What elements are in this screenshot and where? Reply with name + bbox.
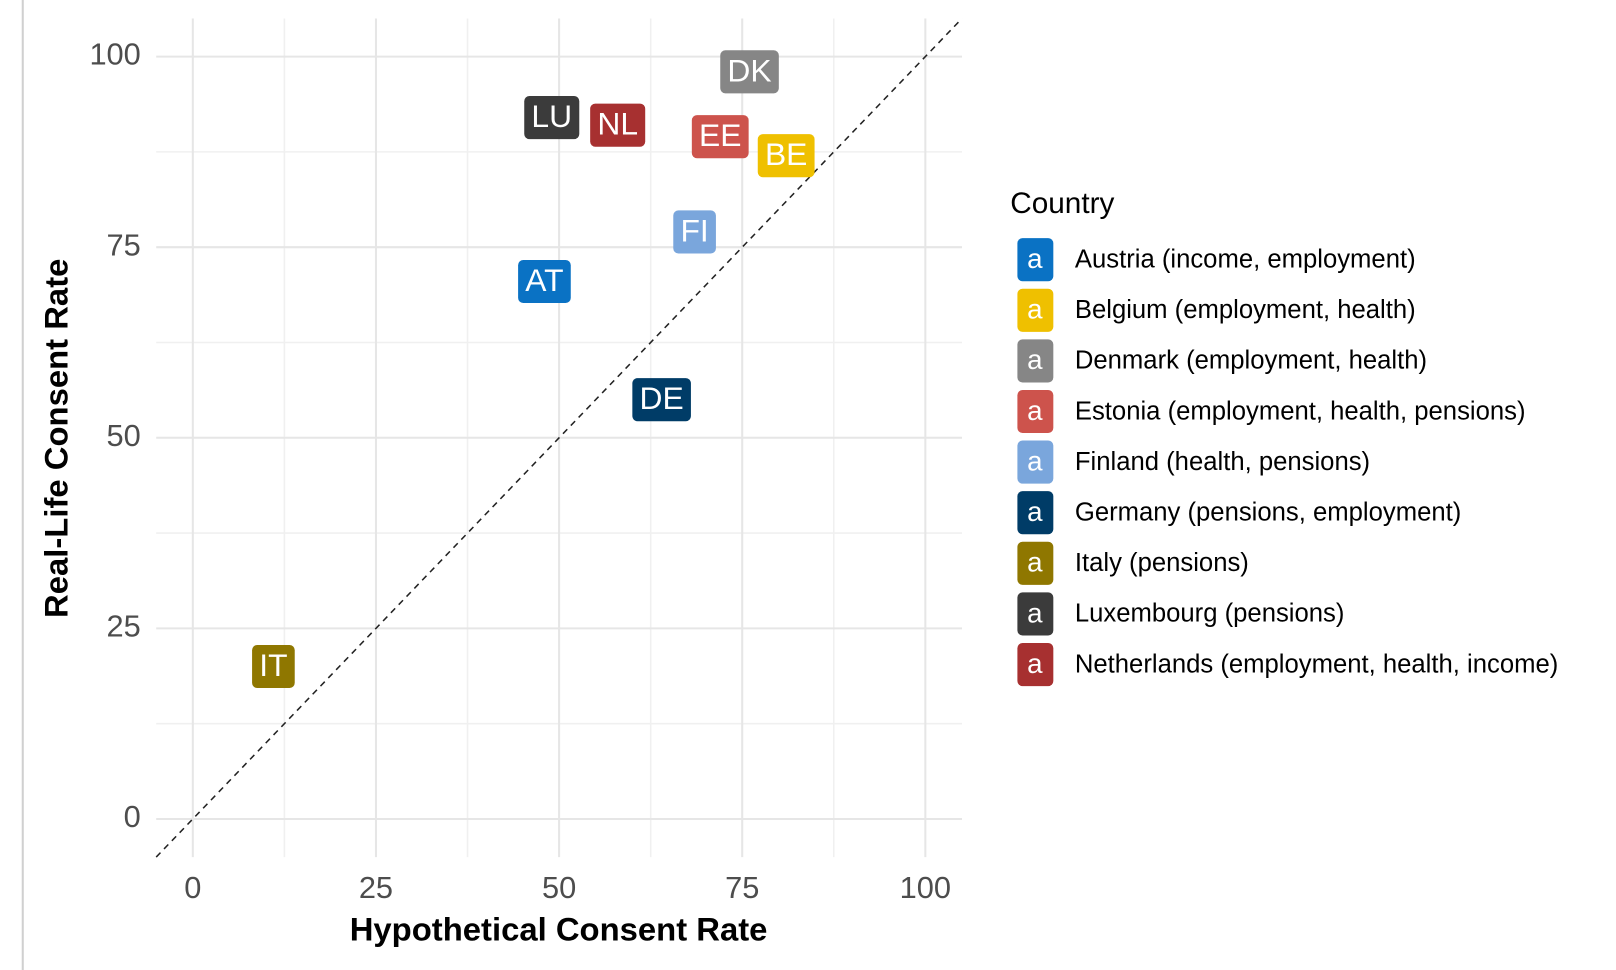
legend-key-text: a: [1027, 648, 1043, 679]
point-label: LU: [524, 96, 580, 140]
legend-key: [1017, 440, 1054, 484]
label-box: [518, 259, 571, 304]
label-box: [252, 644, 295, 689]
point-label-text: FI: [680, 212, 708, 248]
x-tick-label: 0: [184, 870, 201, 905]
legend-key-text: a: [1027, 547, 1043, 578]
legend-label: Luxembourg (pensions): [1075, 600, 1345, 628]
legend-key-text: a: [1027, 496, 1043, 527]
point-label: NL: [590, 103, 646, 147]
reference-line: [155, 17, 963, 858]
x-tick-label: 50: [542, 870, 576, 905]
legend-label: Estonia (employment, health, pensions): [1075, 397, 1526, 425]
label-box: [673, 210, 716, 254]
legend-key-text: a: [1027, 445, 1043, 476]
point-label: DK: [720, 50, 779, 94]
legend-label: Italy (pensions): [1075, 549, 1249, 577]
point-label: IT: [252, 644, 295, 689]
legend-key: [1017, 389, 1054, 434]
legend-label: Germany (pensions, employment): [1075, 499, 1461, 527]
label-box: [691, 115, 749, 159]
legend-key-text: a: [1027, 344, 1043, 375]
legend-label: Belgium (employment, health): [1075, 296, 1416, 324]
y-tick-label: 100: [89, 37, 140, 72]
y-tick-label: 0: [124, 799, 141, 834]
legend-label: Finland (health, pensions): [1075, 448, 1370, 476]
point-label: BE: [757, 134, 815, 178]
legend-key: [1017, 288, 1054, 332]
label-box: [632, 378, 691, 422]
y-tick-label: 25: [107, 609, 141, 644]
point-label-text: BE: [765, 136, 807, 172]
legend-key-text: a: [1027, 395, 1043, 426]
x-tick-label: 25: [359, 870, 393, 905]
x-tick-label: 75: [725, 870, 759, 905]
legend-label: Austria (income, employment): [1075, 246, 1416, 274]
legend-key-text: a: [1027, 597, 1043, 628]
legend-key: [1017, 642, 1054, 687]
point-label: FI: [673, 210, 716, 254]
point-label-text: AT: [525, 262, 563, 298]
legend-key: [1017, 339, 1054, 383]
x-axis-title: Hypothetical Consent Rate: [350, 911, 768, 948]
label-box: [720, 50, 779, 94]
point-label: AT: [518, 259, 571, 304]
point-label-text: LU: [531, 98, 572, 134]
point-label-text: IT: [259, 647, 287, 683]
legend-key: [1017, 541, 1054, 585]
point-label-text: NL: [597, 106, 638, 142]
label-box: [590, 103, 646, 147]
legend-title: Country: [1010, 187, 1114, 220]
y-tick-label: 50: [107, 418, 141, 453]
legend-key-text: a: [1027, 294, 1043, 325]
y-tick-label: 75: [107, 227, 141, 262]
legend-key: [1017, 238, 1054, 282]
y-axis-title: Real-Life Consent Rate: [37, 259, 74, 618]
label-box: [524, 96, 580, 140]
legend-key: [1017, 491, 1054, 535]
legend-label: Denmark (employment, health): [1075, 347, 1427, 375]
point-label-text: EE: [699, 117, 741, 153]
point-label: EE: [691, 115, 749, 159]
label-box: [757, 134, 815, 178]
legend-key-text: a: [1027, 243, 1043, 274]
point-label: DE: [632, 378, 691, 422]
point-label-text: DE: [640, 380, 684, 416]
legend-key: [1017, 592, 1054, 636]
legend-label: Netherlands (employment, health, income): [1075, 650, 1558, 678]
point-label-text: DK: [727, 52, 771, 88]
x-tick-label: 100: [900, 870, 951, 905]
